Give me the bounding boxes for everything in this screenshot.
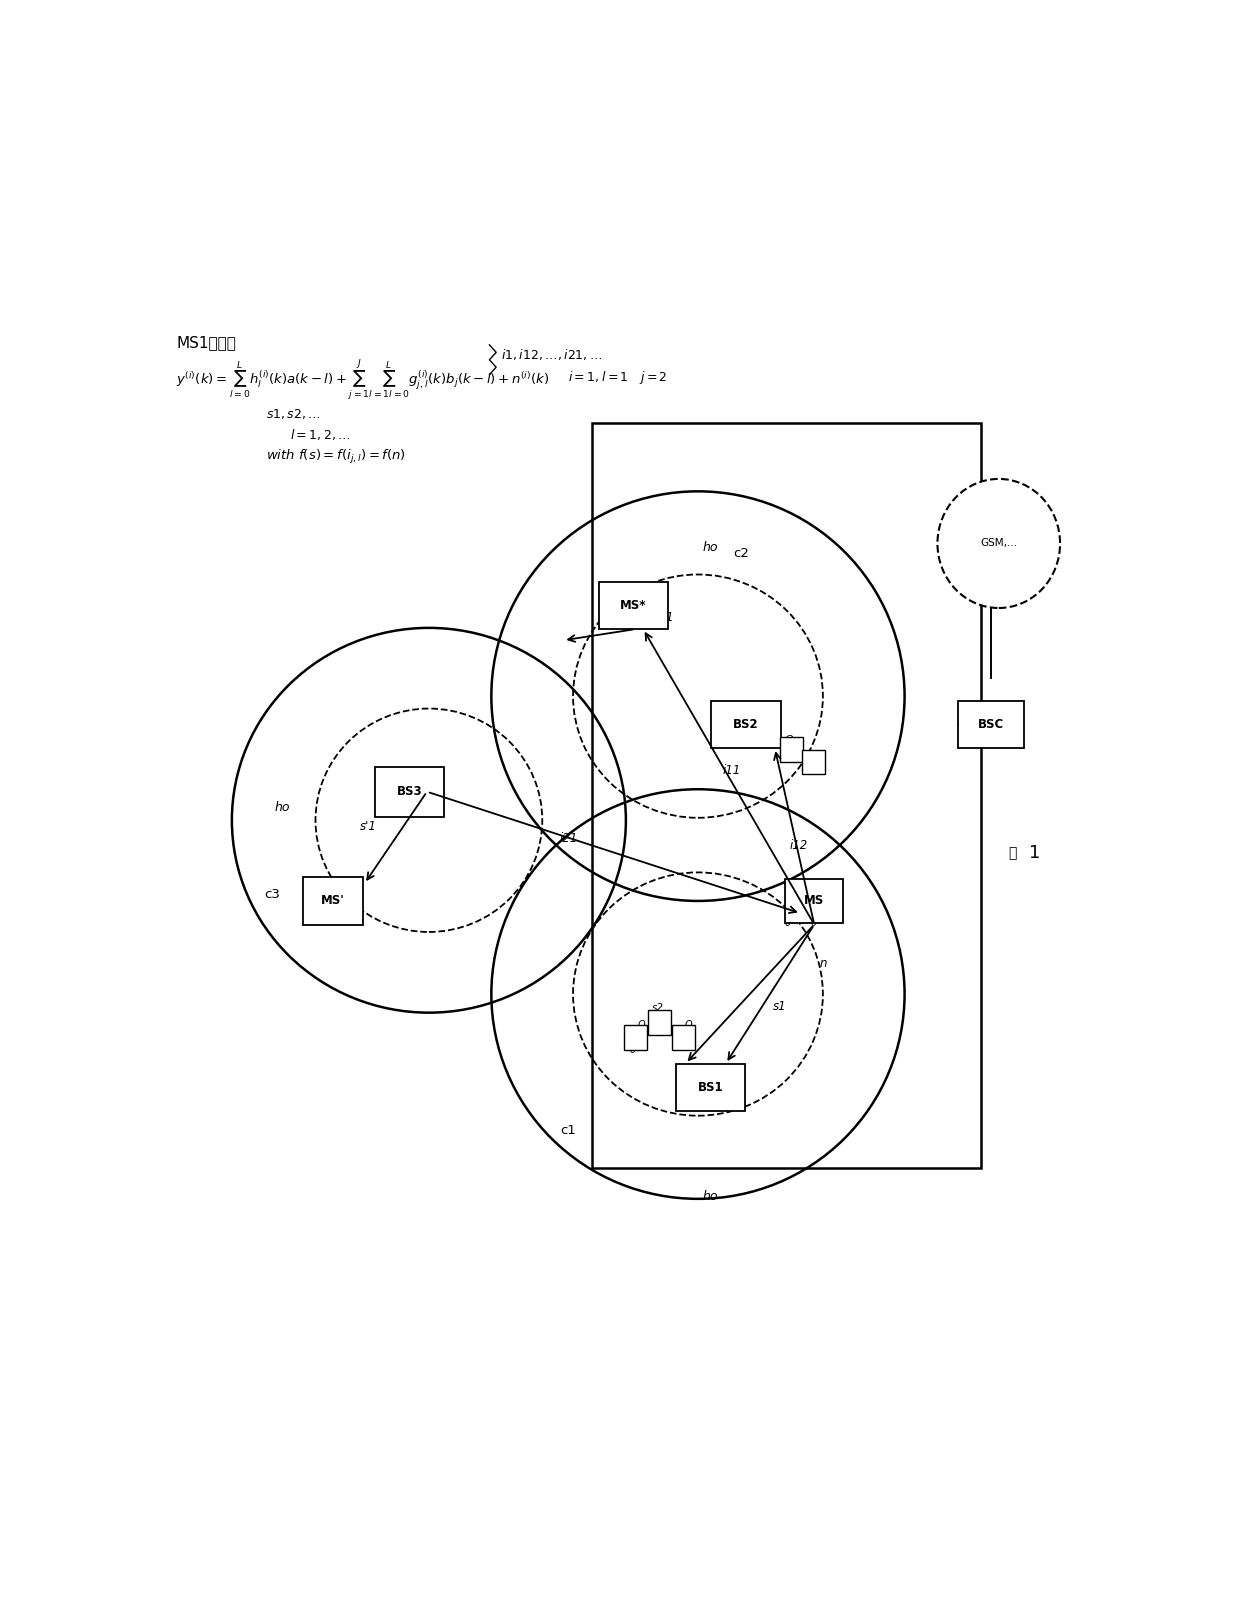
Text: O: O [637,1020,645,1030]
Text: 1: 1 [1029,843,1040,861]
Ellipse shape [937,479,1060,608]
Text: ho: ho [703,1190,718,1203]
Text: $i1, i12, \ldots, i21, \ldots$: $i1, i12, \ldots, i21, \ldots$ [501,347,603,363]
Text: BSC: BSC [978,719,1004,732]
Bar [374,767,444,817]
Text: BS2: BS2 [733,719,759,732]
Text: c2: c2 [733,546,749,559]
Text: $i=1, l=1 \quad j=2$: $i=1, l=1 \quad j=2$ [568,369,668,385]
Text: ho: ho [274,801,290,814]
Text: s2: s2 [651,1003,663,1012]
Bar [624,1025,647,1049]
Text: BS1: BS1 [698,1080,723,1093]
Bar [676,1064,745,1111]
Text: c1: c1 [560,1124,577,1136]
Text: 0: 0 [784,919,790,929]
Bar [959,701,1024,748]
Text: 图: 图 [1008,846,1017,861]
Text: s1: s1 [773,999,786,1012]
Text: O: O [684,1020,692,1030]
Text: 0: 0 [630,1045,636,1054]
Text: with $f(s)=f(i_{j,l})=f(n)$: with $f(s)=f(i_{j,l})=f(n)$ [265,448,405,466]
Text: BS3: BS3 [397,785,423,798]
Bar [672,1025,696,1049]
Text: 0: 0 [810,919,816,929]
Text: MS1接收：: MS1接收： [176,335,236,350]
Text: n: n [820,956,827,969]
Text: i12: i12 [790,838,808,851]
Text: c3: c3 [264,888,280,901]
Text: GSM,...: GSM,... [980,538,1017,548]
Text: MS': MS' [321,895,345,908]
Text: $s1, s2, \ldots$: $s1, s2, \ldots$ [265,408,320,421]
Text: ho: ho [703,540,718,553]
Text: O: O [785,735,794,745]
Text: i11: i11 [723,764,740,777]
Bar [785,879,843,924]
Text: O: O [791,751,799,762]
Text: s*1: s*1 [655,611,675,624]
Bar [303,877,362,925]
Bar [780,737,802,762]
Text: i21: i21 [559,832,578,845]
Text: MS*: MS* [620,600,647,613]
Text: O: O [811,764,818,774]
Bar [599,582,668,629]
Text: MS: MS [804,895,825,908]
Bar [802,750,825,774]
Text: $l=1, 2, \ldots$: $l=1, 2, \ldots$ [290,427,350,442]
Bar [712,701,781,748]
Text: O: O [810,896,818,906]
Bar [649,1011,671,1035]
Text: $y^{(i)}(k) = \sum_{l=0}^{L} h_l^{(i)}(k)a(k-l) + \sum_{j=1}^{J}\sum_{l=1l=0}^{L: $y^{(i)}(k) = \sum_{l=0}^{L} h_l^{(i)}(k… [176,358,549,401]
Bar [593,422,982,1167]
Text: s'1: s'1 [360,821,377,833]
